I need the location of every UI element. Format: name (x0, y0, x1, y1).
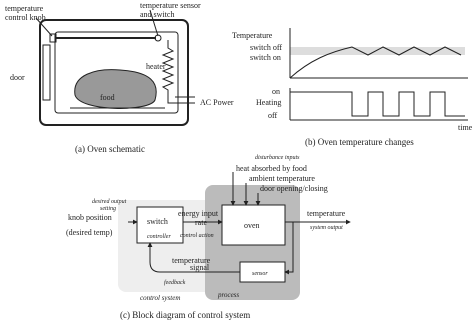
label: rate (195, 218, 207, 227)
label: off (268, 111, 278, 120)
label: heat absorbed by food (236, 164, 307, 173)
temperature-plot: Temperature switch off switch on on Heat… (232, 28, 473, 147)
caption: (b) Oven temperature changes (305, 137, 414, 147)
label: on (272, 87, 280, 96)
label: signal (190, 263, 210, 272)
label: AC Power (200, 98, 234, 107)
label: Temperature (232, 31, 273, 40)
label: switch (147, 217, 168, 226)
label: setting (100, 206, 116, 212)
label: switch off (250, 43, 282, 52)
label: Heating (256, 98, 281, 107)
oven-schematic: temperature control knob temperature sen… (5, 1, 234, 154)
label: food (100, 93, 115, 102)
label: control action (180, 233, 214, 239)
label: knob position (68, 213, 112, 222)
block-diagram: desired output setting knob position (de… (66, 155, 351, 320)
label: temperature (307, 209, 346, 218)
label: oven (244, 221, 260, 230)
label: control knob (5, 13, 46, 22)
label: desired output (92, 199, 127, 205)
label: temperature (5, 4, 44, 13)
label: energy input (178, 209, 219, 218)
label: sensor (252, 271, 268, 277)
label: switch on (250, 53, 281, 62)
label: system output (310, 225, 343, 231)
label: and switch (140, 10, 174, 19)
label: ambient temperature (249, 174, 315, 183)
label: disturbance inputs (255, 155, 300, 161)
label: process (217, 291, 239, 299)
label: temperature sensor (140, 1, 201, 10)
label: temperature (172, 256, 211, 265)
label: (desired temp) (66, 228, 113, 237)
label: door (10, 73, 25, 82)
label: time (458, 123, 473, 132)
label: controller (147, 234, 171, 240)
label: heater (146, 62, 166, 71)
caption: (c) Block diagram of control system (120, 310, 250, 320)
label: feedback (164, 279, 186, 286)
label: control system (140, 294, 180, 302)
label: door opening/closing (260, 184, 328, 193)
caption: (a) Oven schematic (75, 144, 145, 154)
